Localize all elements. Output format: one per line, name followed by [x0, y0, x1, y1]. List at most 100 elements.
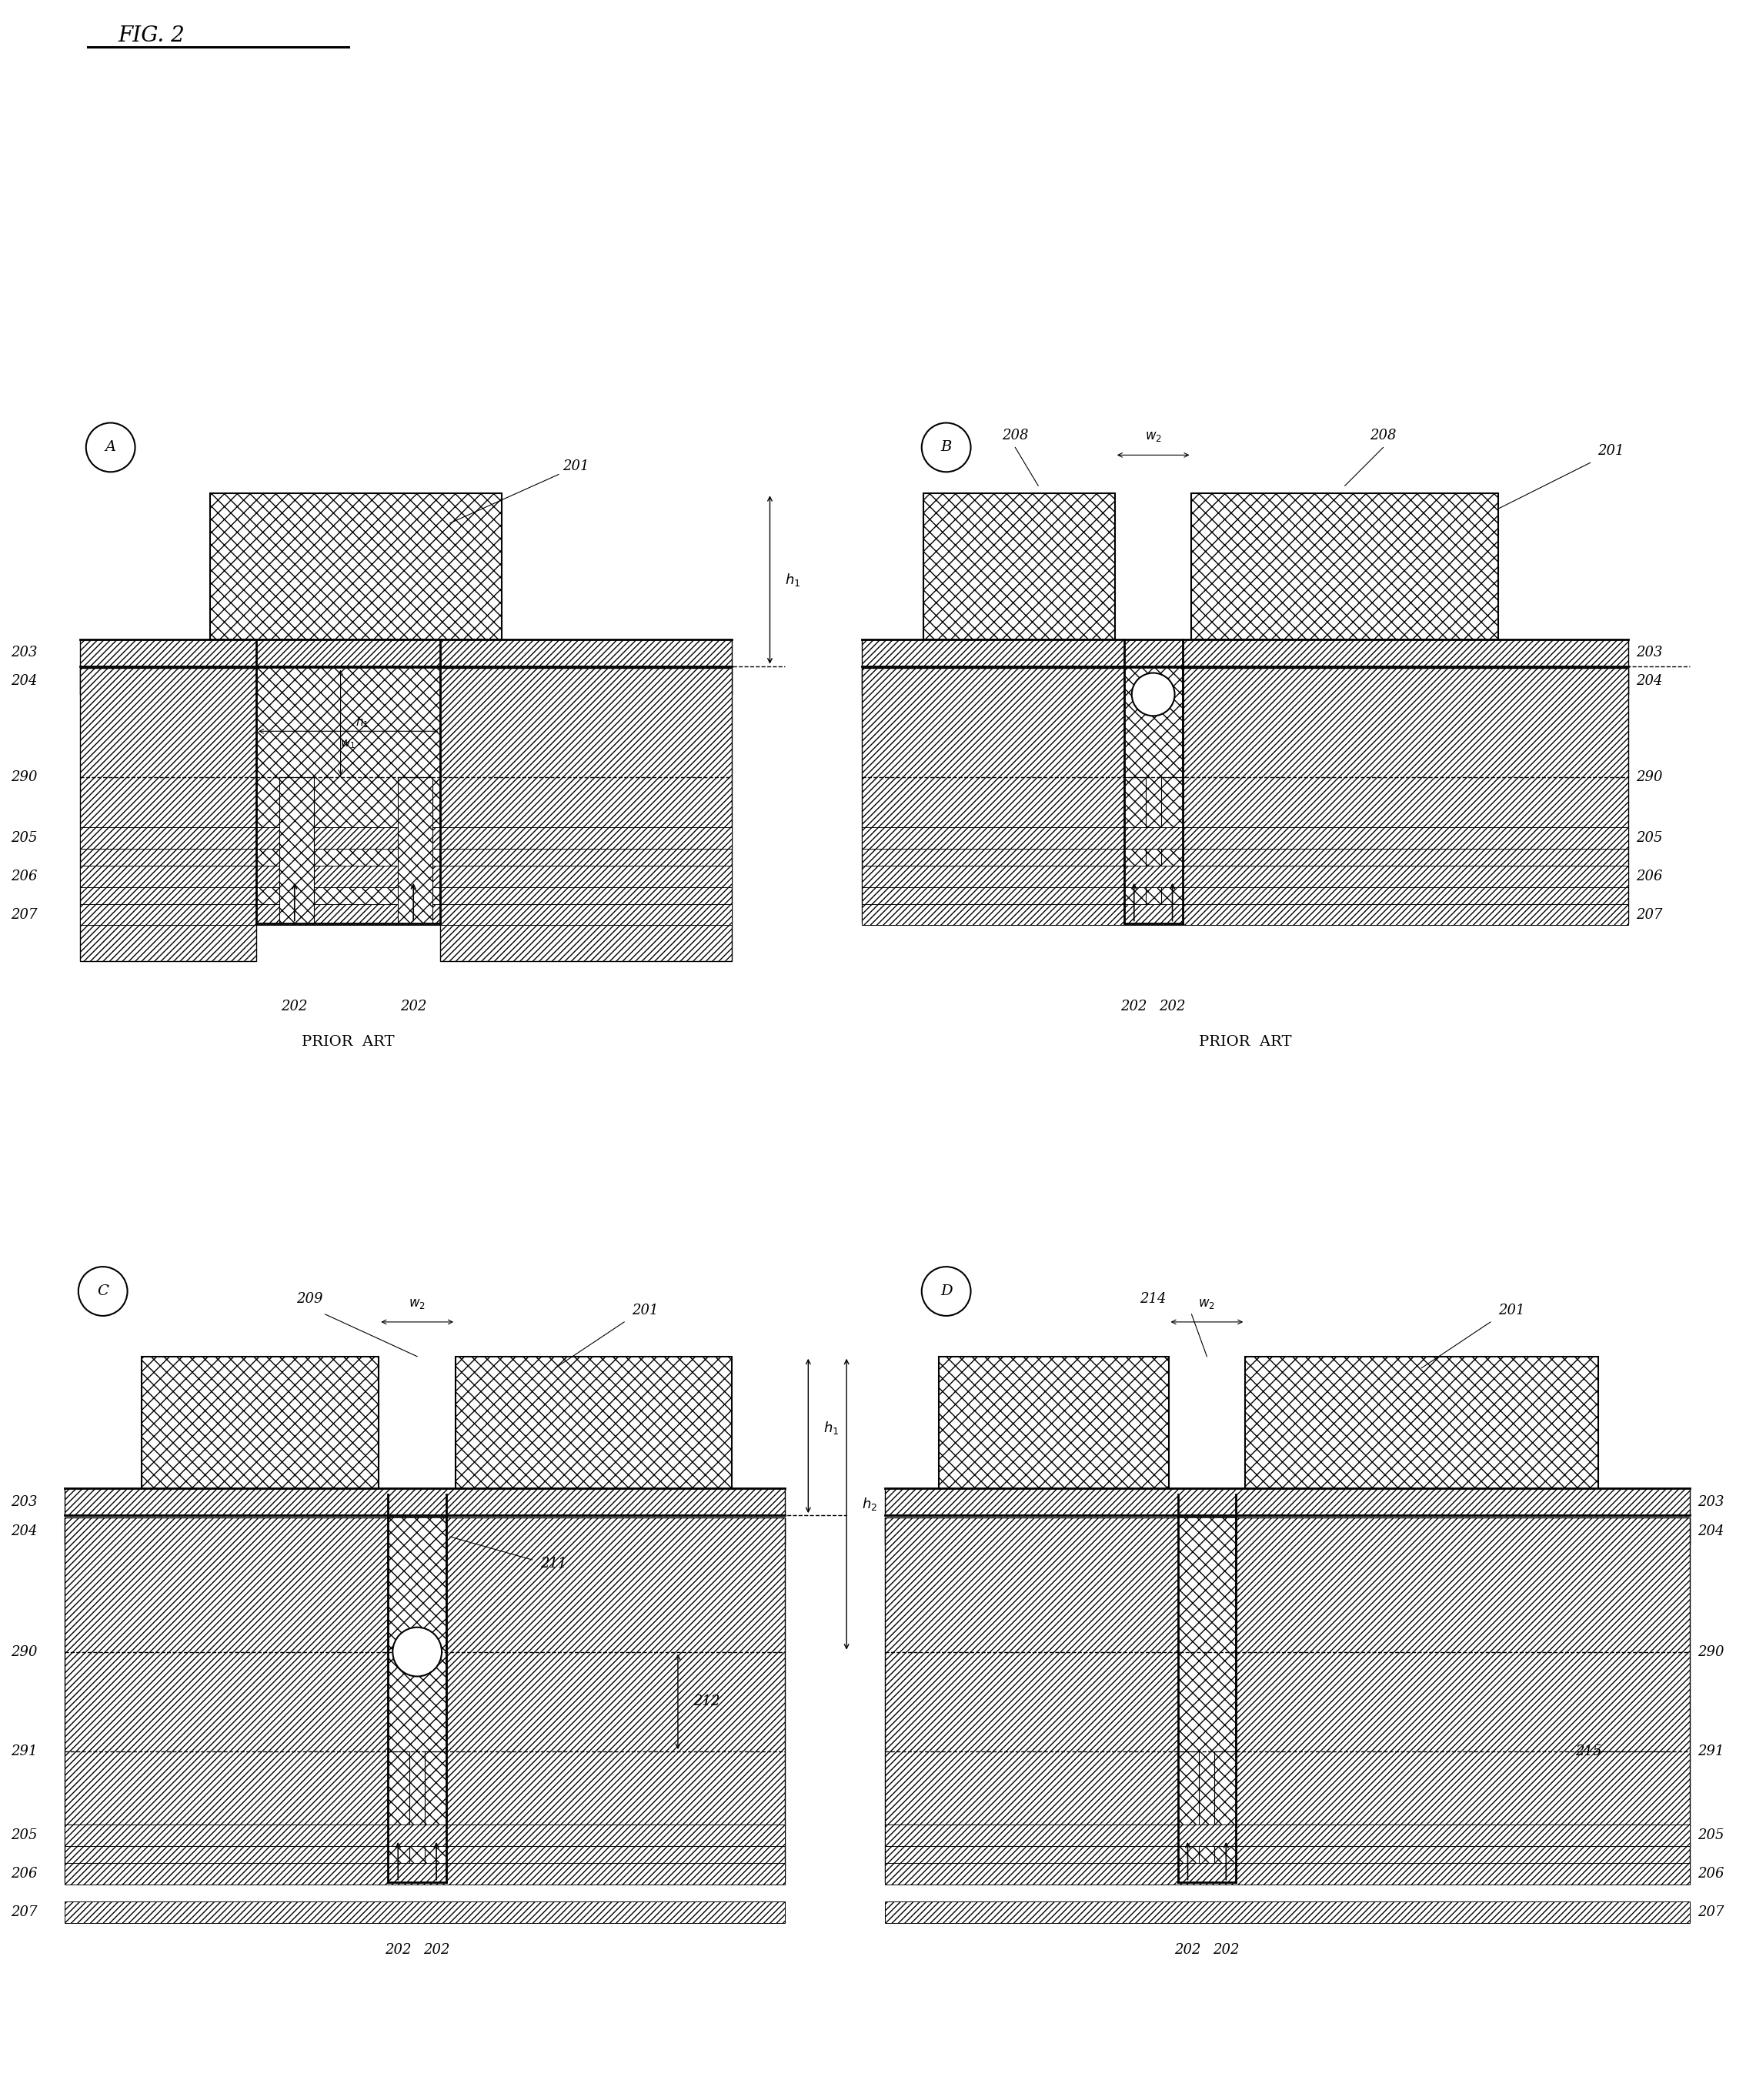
Text: 291: 291 — [1697, 1745, 1723, 1758]
Text: 206: 206 — [1636, 869, 1662, 884]
Polygon shape — [885, 1825, 1690, 1846]
Text: 291: 291 — [10, 1745, 38, 1758]
Polygon shape — [388, 1518, 447, 1882]
Text: 214: 214 — [1140, 1292, 1166, 1306]
Polygon shape — [398, 777, 433, 924]
Text: 206: 206 — [10, 869, 38, 884]
Polygon shape — [1215, 1751, 1236, 1882]
Polygon shape — [885, 1518, 1179, 1882]
Text: 290: 290 — [1636, 771, 1662, 783]
Polygon shape — [80, 865, 732, 886]
Text: 209: 209 — [297, 1292, 323, 1306]
Polygon shape — [65, 1825, 786, 1846]
Polygon shape — [863, 668, 1124, 695]
Text: 201: 201 — [1598, 445, 1624, 458]
Polygon shape — [388, 1751, 410, 1882]
Polygon shape — [863, 638, 1629, 666]
Text: 201: 201 — [450, 460, 590, 523]
Polygon shape — [924, 493, 1116, 638]
Text: 201: 201 — [632, 1304, 658, 1317]
Polygon shape — [1182, 668, 1629, 695]
Text: 205: 205 — [10, 1829, 38, 1842]
Text: 203: 203 — [1636, 645, 1662, 659]
Text: 215: 215 — [1575, 1745, 1601, 1758]
Polygon shape — [1179, 1751, 1200, 1882]
Text: 207: 207 — [1636, 907, 1662, 922]
Text: 203: 203 — [10, 645, 38, 659]
Polygon shape — [80, 668, 257, 962]
Text: 205: 205 — [1697, 1829, 1723, 1842]
Text: 202: 202 — [1159, 1000, 1186, 1014]
Polygon shape — [456, 1357, 732, 1495]
Text: B: B — [941, 441, 952, 454]
Circle shape — [1131, 672, 1175, 716]
Polygon shape — [1182, 668, 1629, 924]
Polygon shape — [863, 668, 1124, 924]
Polygon shape — [279, 777, 314, 924]
Polygon shape — [141, 1357, 379, 1495]
Text: $w_2$: $w_2$ — [1145, 430, 1161, 443]
Polygon shape — [80, 668, 257, 695]
Text: 203: 203 — [10, 1495, 38, 1508]
Text: $w_2$: $w_2$ — [409, 1298, 426, 1310]
Text: $h_1$: $h_1$ — [356, 716, 368, 729]
Polygon shape — [447, 1518, 786, 1882]
Polygon shape — [885, 1900, 1690, 1924]
Polygon shape — [1179, 1518, 1236, 1882]
Polygon shape — [80, 638, 732, 666]
Text: FIG. 2: FIG. 2 — [119, 25, 185, 46]
Polygon shape — [1236, 1518, 1690, 1544]
Text: 207: 207 — [10, 907, 38, 922]
Polygon shape — [863, 865, 1629, 886]
Text: A: A — [105, 441, 115, 454]
Text: $w_1$: $w_1$ — [340, 737, 356, 750]
Polygon shape — [440, 668, 732, 962]
Polygon shape — [65, 1518, 388, 1882]
Circle shape — [393, 1628, 442, 1676]
Text: 204: 204 — [1697, 1525, 1723, 1537]
Polygon shape — [885, 1489, 1690, 1516]
Text: $h_1$: $h_1$ — [786, 571, 801, 588]
Text: 207: 207 — [10, 1905, 38, 1919]
Polygon shape — [1191, 493, 1498, 638]
Text: C: C — [98, 1285, 108, 1298]
Polygon shape — [257, 668, 440, 924]
Text: 211: 211 — [540, 1556, 566, 1571]
Polygon shape — [65, 1489, 786, 1516]
Text: PRIOR  ART: PRIOR ART — [1200, 1035, 1292, 1048]
Text: 202: 202 — [384, 1943, 412, 1957]
Text: 290: 290 — [1697, 1644, 1723, 1659]
Polygon shape — [885, 1518, 1179, 1544]
Text: 202: 202 — [400, 1000, 426, 1014]
Text: 204: 204 — [1636, 674, 1662, 689]
Text: 203: 203 — [1697, 1495, 1723, 1508]
Text: 201: 201 — [1498, 1304, 1524, 1317]
Text: 202: 202 — [281, 1000, 307, 1014]
Polygon shape — [1245, 1357, 1598, 1495]
Polygon shape — [1124, 668, 1182, 924]
Polygon shape — [424, 1751, 447, 1882]
Polygon shape — [65, 1863, 786, 1884]
Text: PRIOR  ART: PRIOR ART — [302, 1035, 395, 1048]
Text: $w_2$: $w_2$ — [1198, 1298, 1215, 1310]
Polygon shape — [80, 903, 732, 926]
Polygon shape — [447, 1518, 786, 1544]
Text: 205: 205 — [10, 832, 38, 844]
Text: 204: 204 — [10, 1525, 38, 1537]
Text: 290: 290 — [10, 771, 38, 783]
Text: 202: 202 — [1175, 1943, 1201, 1957]
Polygon shape — [80, 827, 732, 848]
Polygon shape — [939, 1357, 1168, 1495]
Text: 204: 204 — [10, 674, 38, 689]
Text: 206: 206 — [1697, 1867, 1723, 1880]
Text: 202: 202 — [423, 1943, 450, 1957]
Text: 208: 208 — [1371, 428, 1397, 443]
Text: 206: 206 — [10, 1867, 38, 1880]
Text: 202: 202 — [1121, 1000, 1147, 1014]
Polygon shape — [1161, 777, 1182, 924]
Polygon shape — [440, 668, 732, 695]
Text: 208: 208 — [1002, 428, 1028, 443]
Polygon shape — [210, 493, 501, 638]
Polygon shape — [863, 827, 1629, 848]
Text: D: D — [939, 1285, 952, 1298]
